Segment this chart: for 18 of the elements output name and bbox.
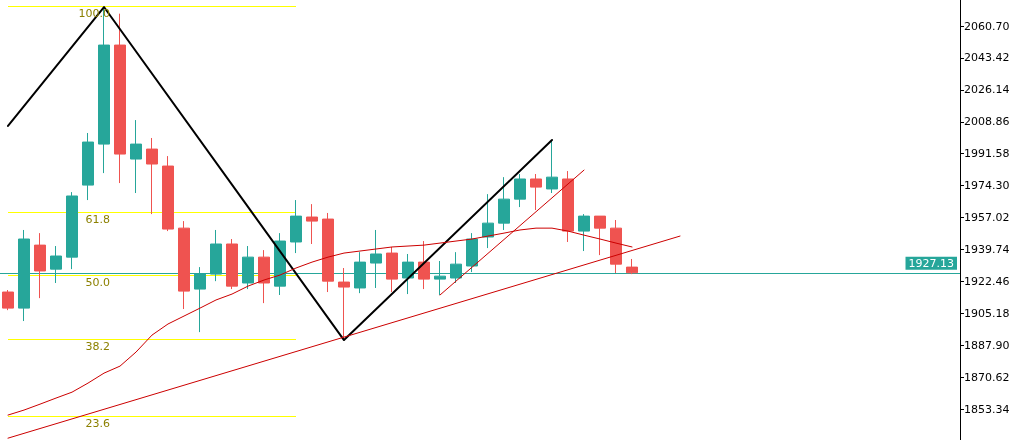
annotation: 23.6 — [85, 417, 110, 431]
y-tick-label: 2026.14 — [964, 83, 1010, 97]
y-tick-label: 2008.86 — [964, 115, 1010, 129]
y-tick-label: 1991.58 — [964, 147, 1010, 161]
y-tick-label: 1853.34 — [964, 402, 1010, 416]
y-tick-label: 1922.46 — [964, 274, 1010, 288]
y-tick-label: 1887.90 — [964, 338, 1010, 352]
annotation: 50.0 — [85, 276, 110, 290]
y-tick-label: 1939.74 — [964, 242, 1010, 256]
ref-line-label: 1927.13 — [908, 256, 954, 270]
y-tick-label: 1905.18 — [964, 306, 1010, 320]
y-tick-label: 2043.42 — [964, 51, 1010, 65]
y-tick-label: 1957.02 — [964, 211, 1010, 225]
annotation: 61.8 — [85, 213, 110, 227]
y-tick-label: 2060.70 — [964, 19, 1010, 33]
annotation: 38.2 — [85, 340, 110, 354]
y-tick-label: 1974.30 — [964, 179, 1010, 193]
y-tick-label: 1870.62 — [964, 370, 1010, 384]
